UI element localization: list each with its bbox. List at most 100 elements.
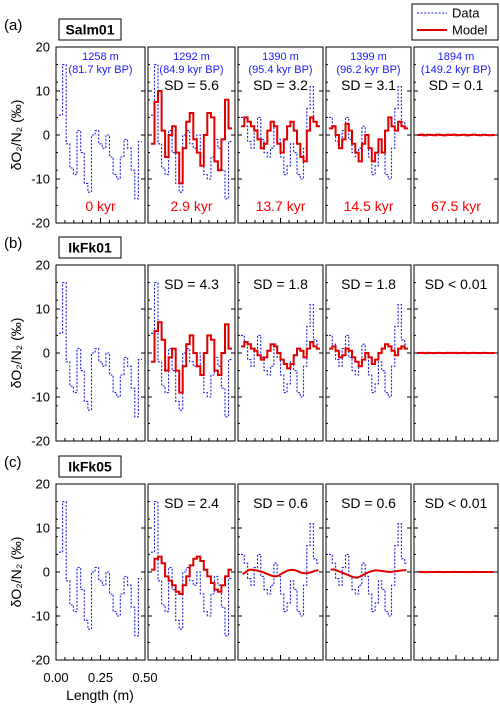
age-bp-label: (95.4 kyr BP): [248, 64, 312, 76]
panel-frame: [55, 264, 146, 442]
data-series: [241, 304, 320, 398]
model-series: [417, 133, 495, 137]
panel-r2-c4: SD = 1.8: [325, 264, 412, 442]
age-bp-label: (81.7 kyr BP): [68, 64, 132, 76]
row-2: (b) -20 -10 0 10 20 δO₂/N₂ (‰) SD = 4.3 SD = 1.8…: [4, 235, 499, 449]
depth-label: 1390 m: [262, 51, 299, 63]
data-series: [151, 282, 232, 418]
row-letter: (b): [4, 235, 22, 252]
y-tick-label: 10: [36, 302, 50, 317]
y-tick-label: -10: [31, 609, 50, 624]
age-bp-label: (84.9 kyr BP): [159, 64, 223, 76]
legend: Data Model: [411, 3, 499, 41]
depth-label: 1894 m: [438, 51, 475, 63]
legend-model-label: Model: [452, 23, 488, 38]
x-tick-label-2: 0.50: [132, 670, 157, 685]
site-label-box: [58, 236, 122, 259]
y-tick-label: -20: [31, 653, 50, 668]
model-series: [329, 343, 408, 368]
panel-r2-c3: SD = 1.8: [237, 264, 324, 442]
y-axis-title: δO₂/N₂ (‰): [8, 100, 24, 171]
elapsed-age-label: 13.7 kyr: [256, 198, 306, 214]
y-tick-label: -20: [31, 434, 50, 449]
depth-label: 1292 m: [173, 51, 210, 63]
chart-rows: (a) -20 -10 0 10 20 δO₂/N₂ (‰) 1258 m(81.7 kyr …: [4, 17, 499, 668]
sd-label: SD = 0.6: [253, 495, 308, 511]
data-series: [329, 304, 408, 398]
panel-r1-c4: 1399 m(96.2 kyr BP) 14.5 kyr SD = 3.1: [325, 46, 412, 224]
model-series: [241, 341, 320, 370]
data-series: [241, 86, 320, 180]
row-letter: (a): [4, 17, 22, 34]
site-label: IkFk05: [58, 455, 122, 478]
elapsed-age-label: 67.5 kyr: [431, 198, 481, 214]
panel-frame: [55, 483, 146, 661]
sd-label: SD = 3.2: [253, 77, 308, 93]
row-3: (c) -20 -10 0 10 20 δO₂/N₂ (‰) SD = 2.4 SD = 0.6…: [4, 454, 499, 668]
panel-r3-c1: [55, 483, 146, 661]
data-series: [59, 64, 142, 200]
age-bp-label: (96.2 kyr BP): [336, 64, 400, 76]
panel-r3-c2: SD = 2.4: [147, 483, 236, 661]
sd-label: SD = 4.3: [164, 276, 219, 292]
sd-label: SD < 0.01: [425, 495, 488, 511]
sd-label: SD = 0.1: [429, 77, 484, 93]
data-series: [59, 501, 142, 637]
data-series: [151, 501, 232, 637]
y-tick-label: 0: [43, 565, 50, 580]
site-label: IkFk01: [58, 236, 122, 259]
elapsed-age-label: 14.5 kyr: [344, 198, 394, 214]
y-tick-label: 0: [43, 128, 50, 143]
row-letter: (c): [4, 454, 22, 471]
row-1: (a) -20 -10 0 10 20 δO₂/N₂ (‰) 1258 m(81.7 kyr …: [4, 17, 499, 231]
model-series: [242, 568, 319, 578]
site-label-text: Salm01: [65, 22, 114, 38]
legend-box: [411, 3, 499, 41]
panel-r1-c1: 1258 m(81.7 kyr BP) 0 kyr: [55, 46, 146, 224]
x-axis: 0.00 0.25 0.50 Length (m): [43, 670, 157, 703]
y-tick-label: -10: [31, 390, 50, 405]
panel-r1-c3: 1390 m(95.4 kyr BP) 13.7 kyr SD = 3.2: [237, 46, 324, 224]
sd-label: SD = 0.6: [341, 495, 396, 511]
model-series: [151, 555, 232, 595]
elapsed-age-label: 2.9 kyr: [170, 198, 212, 214]
y-axis-title: δO₂/N₂ (‰): [8, 537, 24, 608]
depth-label: 1258 m: [82, 51, 119, 63]
panel-r2-c5: SD < 0.01: [413, 264, 499, 442]
site-label-box: [58, 18, 122, 41]
x-tick-label-1: 0.25: [88, 670, 113, 685]
panel-r3-c5: SD < 0.01: [413, 483, 499, 661]
site-label-box: [58, 455, 122, 478]
y-tick-label: 20: [36, 258, 50, 273]
x-tick-label-0: 0.00: [43, 670, 68, 685]
y-tick-label: 10: [36, 521, 50, 536]
panel-r3-c4: SD = 0.6: [325, 483, 412, 661]
age-bp-label: (149.2 kyr BP): [421, 64, 491, 76]
panel-r1-c5: 1894 m(149.2 kyr BP) 67.5 kyr SD = 0.1: [413, 46, 499, 224]
sd-label: SD = 3.1: [341, 77, 396, 93]
site-label-text: IkFk01: [68, 240, 112, 256]
data-series: [329, 523, 408, 617]
model-series: [241, 116, 320, 163]
data-series: [329, 86, 408, 180]
model-series: [330, 568, 407, 579]
depth-label: 1399 m: [350, 51, 387, 63]
panel-r2-c1: [55, 264, 146, 442]
panel-r1-c2: 1292 m(84.9 kyr BP) 2.9 kyr SD = 5.6: [147, 46, 236, 224]
x-axis-title: Length (m): [66, 687, 134, 703]
panel-r3-c3: SD = 0.6: [237, 483, 324, 661]
site-label-text: IkFk05: [68, 459, 112, 475]
y-axis-title: δO₂/N₂ (‰): [8, 318, 24, 389]
panel-r2-c2: SD = 4.3: [147, 264, 236, 442]
sd-label: SD = 2.4: [164, 495, 219, 511]
sd-label: SD < 0.01: [425, 276, 488, 292]
y-tick-label: 20: [36, 40, 50, 55]
y-tick-label: 10: [36, 84, 50, 99]
sd-label: SD = 1.8: [341, 276, 396, 292]
model-series: [329, 116, 408, 163]
y-tick-label: -10: [31, 172, 50, 187]
data-series: [59, 282, 142, 418]
model-series: [151, 321, 232, 394]
y-tick-label: -20: [31, 216, 50, 231]
